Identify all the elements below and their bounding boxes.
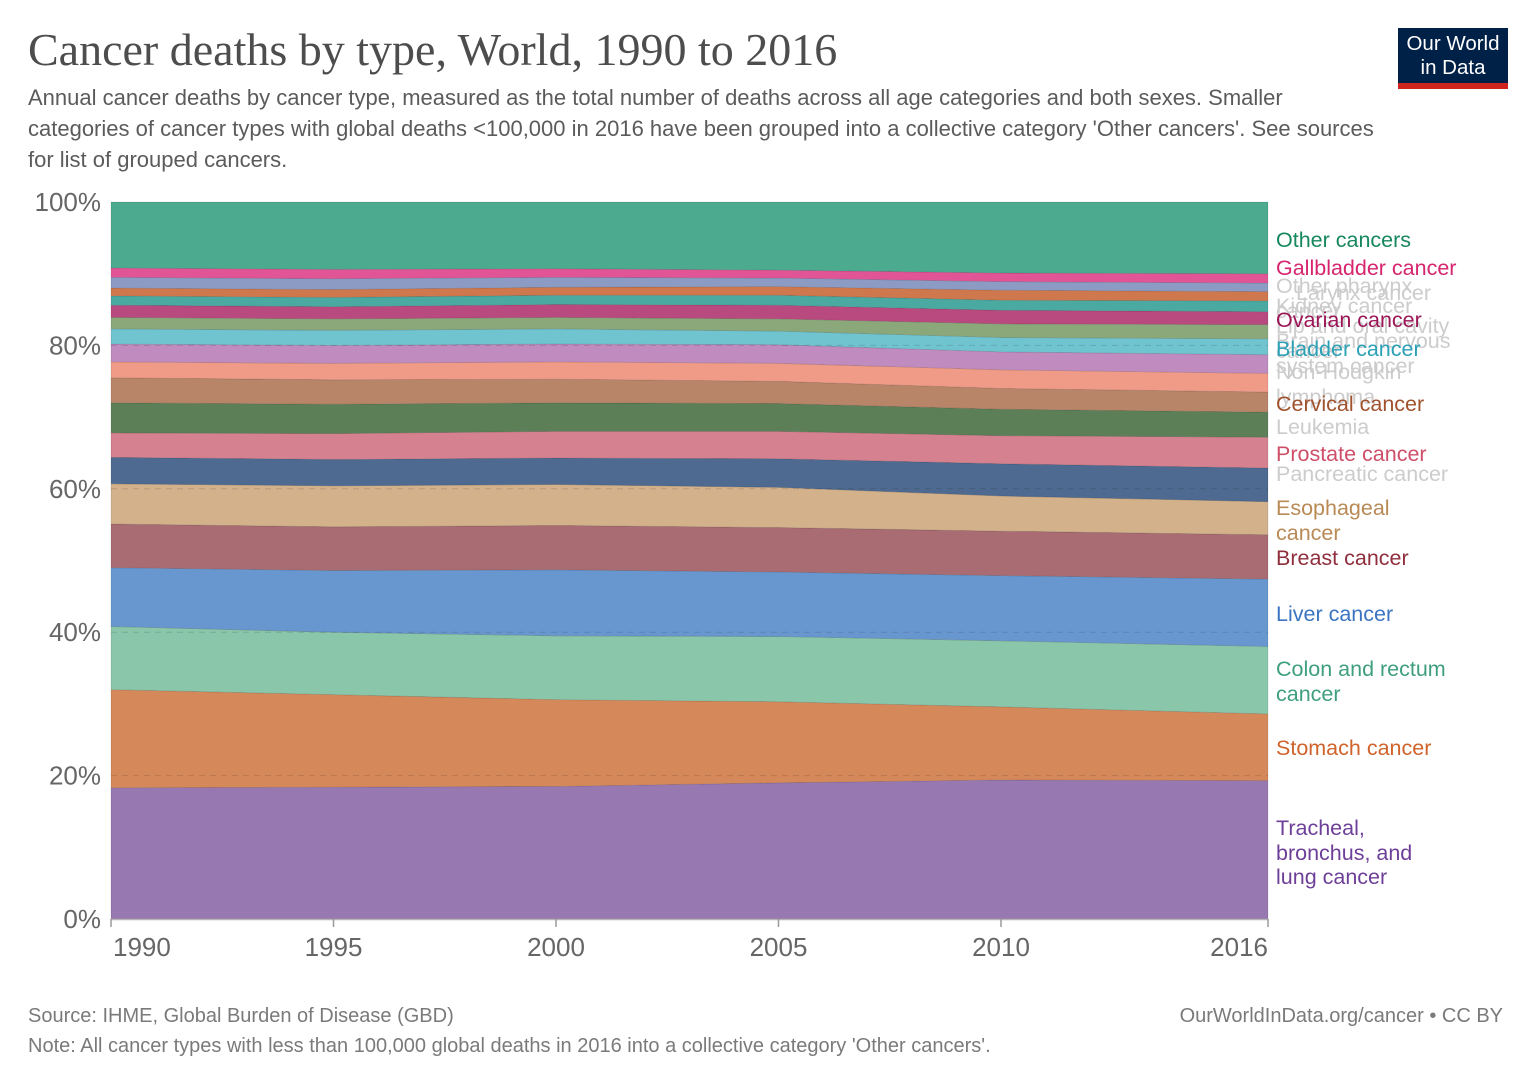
- owid-logo[interactable]: Our World in Data: [1398, 28, 1508, 89]
- area-tracheal-bronchus-and-lung-cancer[interactable]: [110, 779, 1269, 920]
- series-label-esophageal-cancer[interactable]: Esophageal cancer: [1276, 496, 1390, 545]
- note-text: Note: All cancer types with less than 10…: [28, 1035, 991, 1057]
- y-tick-label: 60%: [49, 474, 101, 504]
- series-label-gallbladder-cancer[interactable]: Gallbladder cancer: [1276, 256, 1457, 280]
- x-tick-label: 1990: [113, 932, 171, 962]
- series-label-non-hodgkin-lymphoma[interactable]: Non-Hodgkin lymphoma: [1276, 360, 1402, 409]
- y-tick-label: 100%: [35, 187, 102, 217]
- license-link[interactable]: OurWorldInData.org/cancer • CC BY: [1179, 1005, 1503, 1027]
- series-label-lip-and-oral-cavity-cancer[interactable]: Lip and oral cavity cancer: [1276, 314, 1450, 363]
- x-tick-label: 2010: [972, 932, 1030, 962]
- series-label-lung-cancer[interactable]: Tracheal, bronchus, and lung cancer: [1276, 816, 1413, 889]
- logo-line-2: in Data: [1420, 56, 1486, 79]
- y-tick-label: 40%: [49, 617, 101, 647]
- x-tick-label: 2016: [1210, 932, 1268, 962]
- chart-title: Cancer deaths by type, World, 1990 to 20…: [28, 24, 838, 75]
- x-tick-label: 2005: [750, 932, 808, 962]
- series-label-liver-cancer[interactable]: Liver cancer: [1276, 602, 1394, 626]
- y-tick-label: 20%: [49, 761, 101, 791]
- series-label-colon-and-rectum-cancer[interactable]: Colon and rectum cancer: [1276, 657, 1446, 706]
- gridlines: [111, 344, 1268, 777]
- series-label-bladder-cancer[interactable]: Bladder cancer: [1276, 337, 1421, 361]
- source-text[interactable]: Source: IHME, Global Burden of Disease (…: [28, 1005, 454, 1027]
- series-label-prostate-cancer[interactable]: Prostate cancer: [1276, 442, 1427, 466]
- area-layers: [110, 201, 1269, 920]
- series-label-kidney-cancer[interactable]: Kidney cancer: [1276, 294, 1413, 318]
- series-label-other-cancers[interactable]: Other cancers: [1276, 228, 1412, 252]
- x-tick-label: 2000: [527, 932, 585, 962]
- series-label-breast-cancer[interactable]: Breast cancer: [1276, 546, 1409, 570]
- series-label-ovarian-cancer[interactable]: Ovarian cancer: [1276, 308, 1422, 332]
- area-other-cancers[interactable]: [110, 201, 1269, 275]
- chart-subtitle: Annual cancer deaths by cancer type, mea…: [28, 85, 1374, 172]
- y-tick-label: 0%: [63, 904, 101, 934]
- x-axis: 1990 1995 2000 2005 2010 2016: [110, 918, 1269, 962]
- y-tick-label: 80%: [49, 330, 101, 360]
- series-label-larynx-cancer[interactable]: Larynx cancer: [1296, 281, 1432, 305]
- series-label-leukemia[interactable]: Leukemia: [1276, 415, 1370, 439]
- series-label-cervical-cancer[interactable]: Cervical cancer: [1276, 392, 1425, 416]
- series-label-brain-and-nervous-system-cancer[interactable]: Brain and nervous system cancer: [1276, 329, 1451, 378]
- series-label-stomach-cancer[interactable]: Stomach cancer: [1276, 736, 1432, 760]
- y-axis: 0% 20% 40% 60% 80% 100%: [35, 187, 102, 934]
- logo-accent-bar: [1398, 83, 1508, 89]
- x-tick-label: 1995: [305, 932, 363, 962]
- logo-line-1: Our World: [1406, 32, 1500, 55]
- series-label-other-pharynx-cancer[interactable]: Other pharynx cancer: [1276, 274, 1413, 323]
- series-label-pancreatic-cancer[interactable]: Pancreatic cancer: [1276, 462, 1449, 486]
